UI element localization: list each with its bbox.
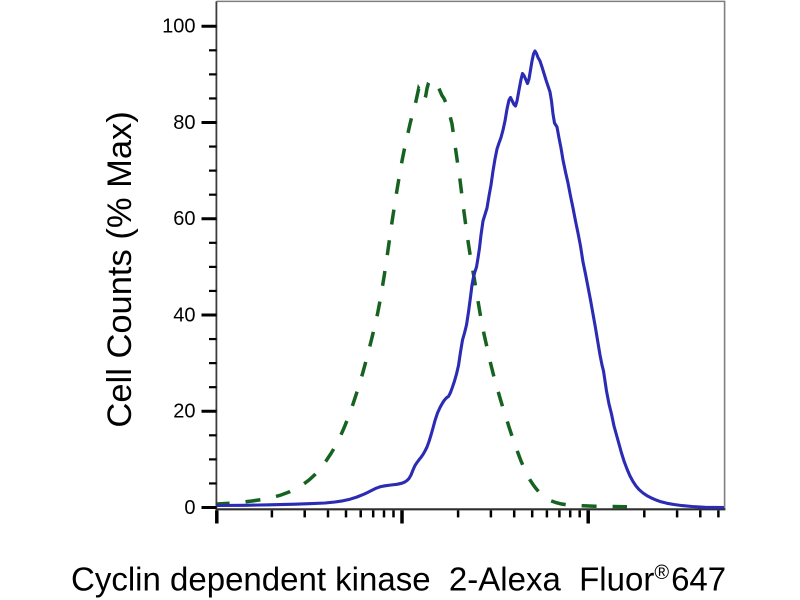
svg-text:Cyclin dependent kinase 2-Ale: Cyclin dependent kinase 2-Alexa Fluor®64… bbox=[71, 561, 726, 598]
svg-text:60: 60 bbox=[173, 208, 195, 230]
svg-text:Cell Counts (% Max): Cell Counts (% Max) bbox=[101, 111, 139, 427]
svg-text:100: 100 bbox=[162, 16, 195, 38]
svg-text:40: 40 bbox=[173, 304, 195, 326]
svg-text:20: 20 bbox=[173, 401, 195, 423]
svg-text:0: 0 bbox=[184, 497, 195, 519]
svg-text:80: 80 bbox=[173, 112, 195, 134]
